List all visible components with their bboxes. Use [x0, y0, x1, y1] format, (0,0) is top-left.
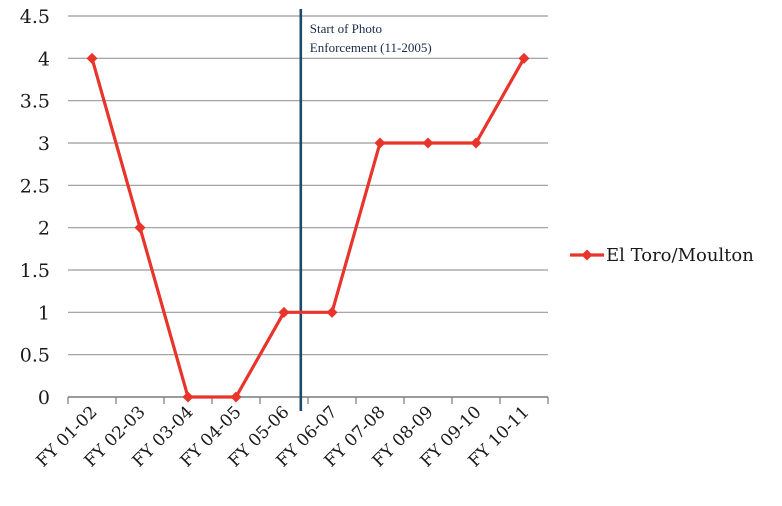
- legend-marker: [581, 249, 593, 261]
- data-point: [86, 52, 98, 64]
- data-point: [422, 137, 434, 149]
- annotation-line-1: Start of Photo: [310, 21, 382, 36]
- data-point: [230, 391, 242, 403]
- grid-lines: [68, 15, 548, 356]
- y-tick-label: 2: [38, 218, 50, 240]
- annotation-line-2: Enforcement (11-2005): [310, 40, 432, 55]
- y-tick-label: 0.5: [20, 345, 50, 367]
- data-point: [326, 306, 338, 318]
- y-axis-tick-labels: 0 0.5 1 1.5 2 2.5 3 3.5 4 4.5: [20, 6, 50, 409]
- y-tick-label: 3: [38, 133, 50, 155]
- y-tick-label: 1: [38, 302, 50, 324]
- x-axis: [67, 396, 549, 404]
- series-el-toro-moulton: [86, 52, 530, 403]
- y-tick-label: 4.5: [20, 6, 50, 28]
- y-tick-label: 3.5: [20, 91, 50, 113]
- data-point: [278, 306, 290, 318]
- y-tick-label: 2.5: [20, 175, 50, 197]
- data-point: [134, 222, 146, 234]
- series-line: [90, 57, 526, 399]
- legend: El Toro/Moulton: [570, 245, 754, 266]
- legend-entry-el-toro-moulton: El Toro/Moulton: [606, 245, 754, 266]
- y-tick-label: 0: [38, 387, 50, 409]
- data-point: [182, 391, 194, 403]
- data-point: [374, 137, 386, 149]
- y-tick-label: 1.5: [20, 260, 50, 282]
- data-point: [518, 52, 530, 64]
- data-point: [470, 137, 482, 149]
- y-tick-label: 4: [38, 48, 50, 70]
- photo-enforcement-annotation: Start of Photo Enforcement (11-2005): [299, 9, 432, 411]
